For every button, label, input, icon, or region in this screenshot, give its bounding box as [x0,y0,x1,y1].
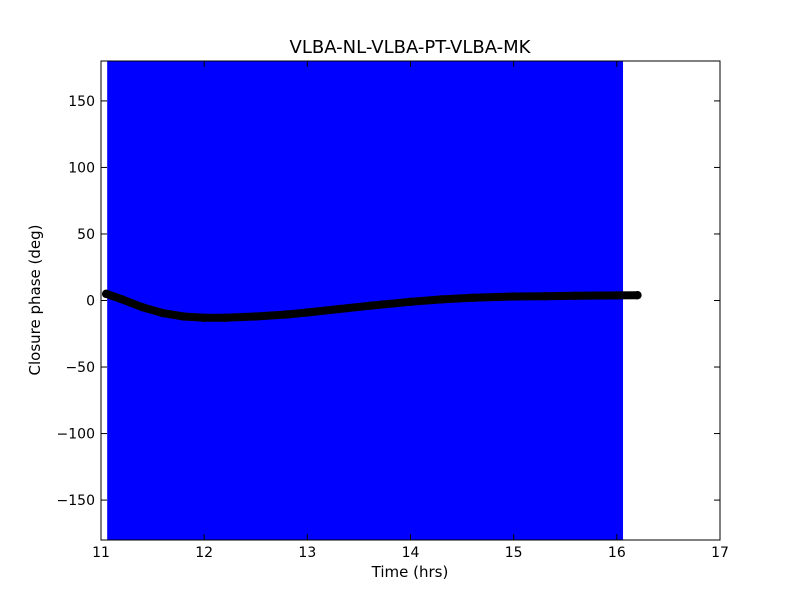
y-tick-label: 50 [77,227,95,243]
data-point [282,310,291,319]
y-tick-label: 150 [68,94,95,110]
x-axis-label: Time (hrs) [371,563,449,581]
data-point [612,291,622,300]
y-tick-label: 100 [68,160,95,176]
x-tick-label: 13 [298,545,316,561]
data-point [220,313,229,322]
data-point [540,292,549,301]
data-point [179,312,188,321]
data-point [633,290,642,300]
data-point [437,295,446,304]
x-tick-label: 15 [505,545,523,561]
data-point [571,291,580,301]
data-point [303,308,312,317]
y-tick-label: −100 [57,427,95,443]
y-tick-label: −150 [57,493,95,509]
data-point [468,293,477,303]
data-point [251,312,260,321]
y-axis-label: Closure phase (deg) [26,225,44,376]
data-point [334,304,343,314]
data-point [117,294,126,304]
data-point [138,302,147,312]
x-tick-label: 11 [92,545,110,561]
data-point [365,301,374,311]
x-tick-label: 16 [608,545,626,561]
x-tick-label: 17 [711,545,729,561]
x-tick-label: 14 [402,545,420,561]
shaded-region [107,61,624,540]
data-point [199,313,209,322]
y-tick-label: −50 [65,360,95,376]
y-tick-label: 0 [86,294,95,310]
data-point [158,308,168,318]
plot-area: 11 12 13 14 15 16 17 −150 −100 −50 0 50 100 150 [57,60,729,561]
chart-title: VLBA-NL-VLBA-PT-VLBA-MK [290,37,532,58]
data-point [509,292,518,301]
data-point [406,297,415,307]
data-point [101,289,111,299]
x-tick-label: 12 [195,545,213,561]
